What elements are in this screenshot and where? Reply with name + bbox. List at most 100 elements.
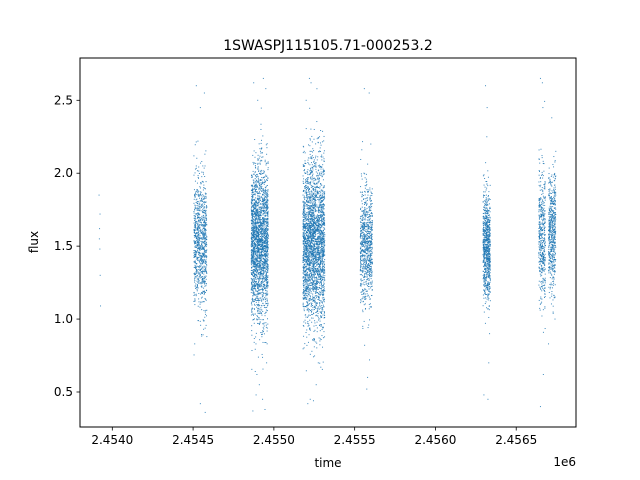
data-point xyxy=(197,280,199,282)
data-point xyxy=(313,264,315,265)
data-point xyxy=(310,253,312,255)
data-point xyxy=(259,299,261,301)
data-point xyxy=(201,285,203,287)
chart-title: 1SWASPJ115105.71-000253.2 xyxy=(223,38,432,54)
data-point xyxy=(263,288,265,290)
data-point xyxy=(259,187,261,189)
data-point xyxy=(258,277,260,279)
data-point xyxy=(255,274,257,276)
data-point xyxy=(205,244,207,246)
data-point xyxy=(203,273,205,275)
data-point xyxy=(267,191,269,193)
data-point xyxy=(315,262,317,264)
data-point xyxy=(195,165,197,167)
data-point xyxy=(199,265,201,267)
data-point xyxy=(255,394,257,396)
data-point xyxy=(199,269,201,271)
data-point xyxy=(265,244,267,246)
data-point xyxy=(252,245,254,247)
data-point xyxy=(264,298,266,300)
data-point xyxy=(250,289,252,291)
data-point xyxy=(323,269,325,271)
data-point xyxy=(263,283,265,285)
data-point xyxy=(260,254,262,256)
data-point xyxy=(198,233,200,235)
data-point xyxy=(267,210,269,212)
data-point xyxy=(252,214,254,216)
data-point xyxy=(314,202,316,204)
data-point xyxy=(306,227,308,229)
data-point xyxy=(257,318,259,320)
data-point xyxy=(260,209,262,211)
data-point xyxy=(197,282,199,284)
data-point xyxy=(323,271,325,273)
data-point xyxy=(303,230,305,232)
data-point xyxy=(255,176,257,177)
data-point xyxy=(263,262,265,264)
data-point xyxy=(204,281,206,283)
data-point xyxy=(312,213,314,215)
data-point xyxy=(257,99,259,101)
data-point xyxy=(320,268,322,270)
data-point xyxy=(262,210,264,212)
data-point xyxy=(200,257,202,259)
data-point xyxy=(250,277,252,279)
data-point xyxy=(251,330,253,332)
data-point xyxy=(203,260,205,262)
data-point xyxy=(264,223,266,225)
data-point xyxy=(203,215,205,217)
data-point xyxy=(254,204,256,206)
data-point xyxy=(264,240,266,242)
data-point xyxy=(202,261,204,263)
data-point xyxy=(255,208,257,210)
data-point xyxy=(302,254,304,256)
data-point xyxy=(304,251,306,253)
data-point xyxy=(262,218,264,220)
data-point xyxy=(314,243,316,245)
data-point xyxy=(251,232,253,234)
data-point xyxy=(260,189,262,191)
data-point xyxy=(199,237,201,239)
data-point xyxy=(317,237,319,239)
data-point xyxy=(307,239,309,241)
data-point xyxy=(257,214,259,216)
data-point xyxy=(322,130,324,132)
data-point xyxy=(320,252,322,254)
data-point xyxy=(265,211,267,213)
data-point xyxy=(251,249,253,251)
data-point xyxy=(252,205,254,207)
data-point xyxy=(258,283,260,285)
data-point xyxy=(259,277,261,279)
data-point xyxy=(251,241,253,243)
data-point xyxy=(266,299,268,301)
data-point xyxy=(309,211,311,213)
data-point xyxy=(198,252,200,254)
data-point xyxy=(315,251,317,253)
data-point xyxy=(267,177,269,179)
data-point xyxy=(313,325,315,327)
data-point xyxy=(253,314,255,316)
data-point xyxy=(321,201,323,203)
data-point xyxy=(263,181,265,183)
data-point xyxy=(204,244,206,246)
data-point xyxy=(309,200,311,202)
data-point xyxy=(203,207,205,209)
data-point xyxy=(254,156,256,158)
data-point xyxy=(199,224,201,226)
data-point xyxy=(307,196,309,198)
data-point xyxy=(261,217,263,219)
data-point xyxy=(204,234,206,236)
data-point xyxy=(314,205,316,207)
data-point xyxy=(199,252,201,254)
data-point xyxy=(196,205,198,207)
data-point xyxy=(254,282,256,284)
data-point xyxy=(254,278,256,280)
data-point xyxy=(318,214,320,216)
data-point xyxy=(201,276,203,278)
data-point xyxy=(256,260,258,262)
data-point xyxy=(264,260,266,262)
data-point xyxy=(324,214,326,216)
data-point xyxy=(307,303,309,305)
data-point xyxy=(310,246,312,248)
data-point xyxy=(258,269,260,271)
